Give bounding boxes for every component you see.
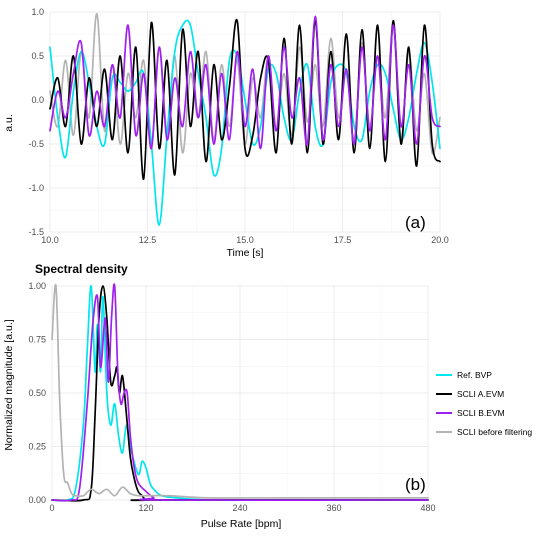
panel-b-ytick-label: 1.00 (28, 281, 46, 291)
panel-a-xtick-label: 15.0 (236, 235, 254, 245)
panel-b-ytick-label: 0.50 (28, 388, 46, 398)
panel-a-series-scli-b-evm (49, 15, 441, 150)
panel-b-xlabel: Pulse Rate [bpm] (201, 518, 282, 530)
legend-label-ref-bvp: Ref. BVP (457, 370, 492, 380)
panel-a: -1.5 -1.0 -0.5 0.0 0.5 1.0 10.0 12.5 15.0 17.5 20… (3, 7, 449, 259)
legend: Ref. BVP SCLI A.EVM SCLI B.EVM SCLI before … (436, 370, 532, 437)
panel-b-xtick-label: 480 (420, 503, 435, 513)
legend-label-scli-before-filtering: SCLI before filtering (457, 427, 532, 437)
panel-a-ytick-label: 0.5 (31, 51, 44, 61)
panel-a-series-scli-a-evm (49, 18, 441, 181)
panel-b-ylabel: Normalized magnitude [a.u.] (3, 319, 15, 450)
panel-a-xtick-label: 17.5 (334, 235, 352, 245)
panel-b-tag: (b) (405, 475, 426, 494)
panel-b-series-scli-b-evm (51, 283, 429, 502)
panel-a-ylabel: a.u. (3, 114, 15, 132)
panel-b-ytick-label: 0.25 (28, 442, 46, 452)
panel-b-ytick-label: 0.00 (28, 495, 46, 505)
panel-a-tag: (a) (405, 213, 426, 232)
panel-b-series-scli-before-filtering (51, 283, 429, 499)
panel-a-ytick-label: 0.0 (31, 95, 44, 105)
panel-a-xtick-label: 10.0 (41, 235, 59, 245)
panel-a-xlabel: Time [s] (227, 247, 264, 259)
panel-b-xtick-label: 120 (138, 503, 153, 513)
legend-label-scli-b-evm: SCLI B.EVM (457, 408, 505, 418)
panel-b-xtick-label: 0 (49, 503, 54, 513)
panel-b: Spectral density 0.00 0.25 0.50 0.75 1.00 0 1… (3, 262, 532, 530)
panel-b-title: Spectral density (35, 262, 128, 276)
panel-a-ytick-label: -1.0 (28, 183, 44, 193)
legend-label-scli-a-evm: SCLI A.EVM (457, 389, 504, 399)
panel-b-ytick-label: 0.75 (28, 335, 46, 345)
panel-a-xtick-label: 20.0 (431, 235, 449, 245)
panel-a-ytick-label: -0.5 (28, 139, 44, 149)
panel-a-ytick-label: 1.0 (31, 7, 44, 17)
panel-b-xtick-label: 360 (326, 503, 341, 513)
panel-b-xtick-label: 240 (232, 503, 247, 513)
panel-a-ytick-label: -1.5 (28, 227, 44, 237)
panel-b-series-ref-bvp (51, 285, 429, 502)
panel-a-xtick-label: 12.5 (139, 235, 157, 245)
